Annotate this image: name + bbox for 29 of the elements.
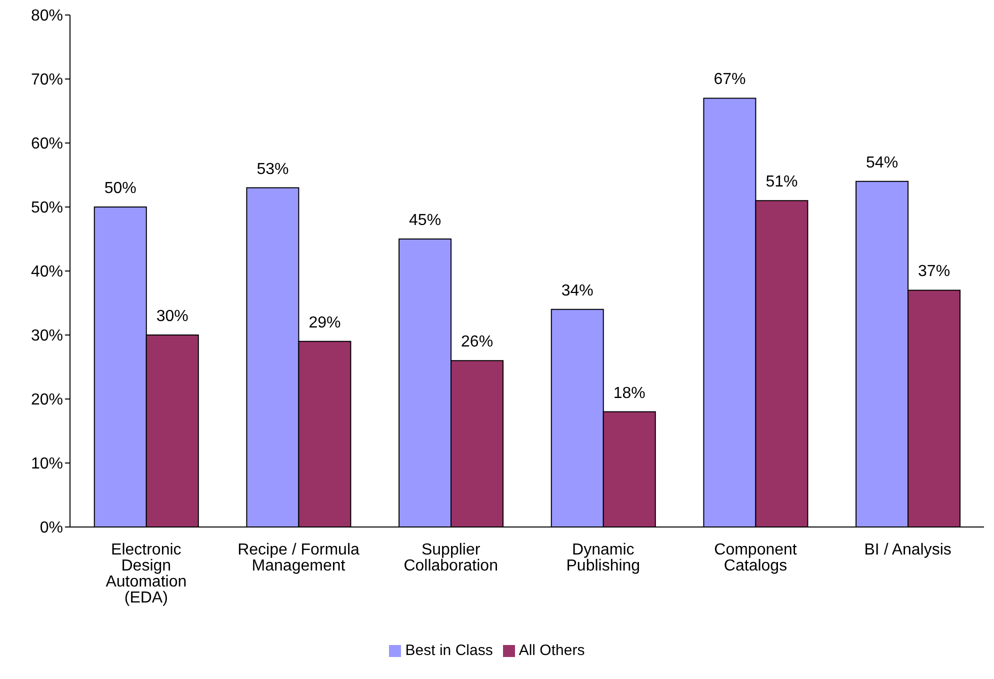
y-tick-label: 60%	[30, 136, 63, 153]
y-tick-label: 20%	[30, 392, 63, 409]
data-label: 45%	[409, 212, 442, 229]
y-tick-label: 50%	[30, 200, 63, 217]
data-label: 50%	[104, 180, 136, 197]
x-tick-label: Dynamic Publishing	[566, 541, 640, 574]
data-label: 30%	[156, 308, 188, 325]
data-label: 26%	[461, 334, 494, 351]
data-label: 51%	[766, 174, 798, 191]
x-tick-label: Component Catalogs	[714, 541, 798, 574]
x-tick-label: Electronic Design Automation (EDA)	[106, 541, 187, 606]
data-label: 37%	[918, 263, 950, 280]
y-tick-label: 40%	[30, 264, 63, 281]
y-tick-label: 0%	[40, 520, 63, 537]
y-tick-label: 80%	[30, 8, 63, 25]
data-label: 53%	[256, 160, 289, 178]
y-tick-label: 10%	[30, 456, 63, 473]
y-tick-label: 30%	[30, 328, 63, 345]
data-label: 34%	[561, 282, 594, 300]
data-label: 29%	[308, 314, 341, 332]
x-tick-label: Supplier Collaboration	[404, 541, 498, 574]
data-label: 54%	[866, 154, 898, 172]
data-label: 18%	[613, 384, 646, 402]
x-tick-label: BI / Analysis	[864, 541, 952, 558]
legend-label: Best in Class	[405, 642, 493, 659]
data-label: 67%	[714, 71, 746, 88]
x-tick-label: Recipe / Formula Management	[238, 541, 360, 574]
legend-label: All Others	[518, 642, 585, 659]
y-tick-label: 70%	[30, 72, 63, 89]
